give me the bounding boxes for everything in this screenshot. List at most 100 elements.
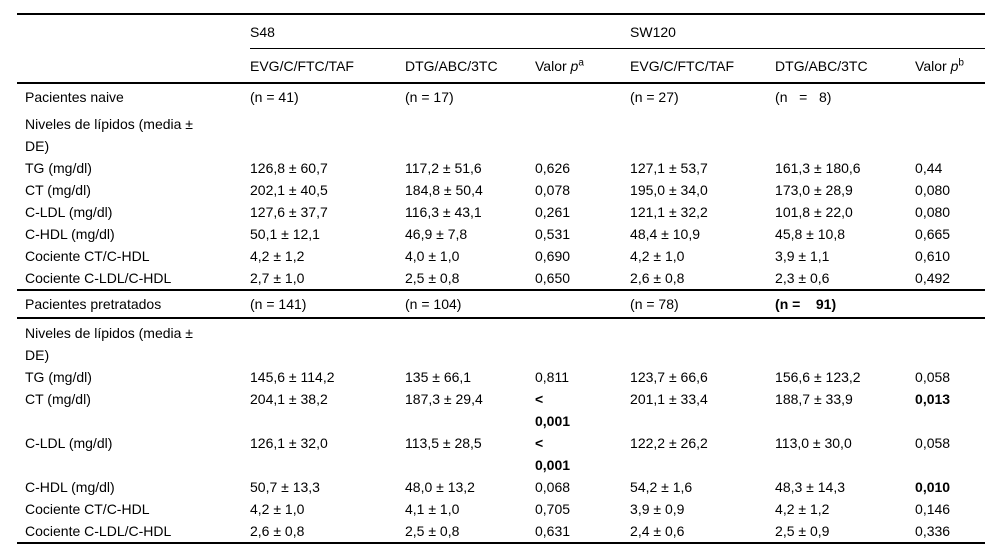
data-cell: 156,6 ± 123,2 bbox=[775, 369, 861, 385]
data-cell: 46,9 ± 7,8 bbox=[405, 226, 468, 242]
data-cell: < 0,001 bbox=[535, 391, 571, 429]
data-cell bbox=[535, 83, 630, 110]
section-naive-body: Pacientes naive (n = 41) (n = 17) (n = 27) (… bbox=[17, 83, 985, 290]
data-cell: 48,4 ± 10,9 bbox=[630, 226, 700, 242]
table-row: C-HDL (mg/dl) 50,7 ± 13,3 48,0 ± 13,2 0,068… bbox=[17, 476, 985, 498]
data-cell: 2,6 ± 0,8 bbox=[250, 523, 305, 539]
col-header-dtg-sw120: DTG/ABC/3TC bbox=[775, 48, 916, 84]
data-cell: 2,7 ± 1,0 bbox=[250, 270, 305, 286]
data-cell: 3,9 ± 0,9 bbox=[630, 501, 685, 517]
data-cell: 50,7 ± 13,3 bbox=[250, 479, 320, 495]
row-label: Cociente C-LDL/C-HDL bbox=[25, 270, 172, 286]
data-cell: 187,3 ± 29,4 bbox=[405, 391, 483, 407]
data-cell: 0,261 bbox=[535, 204, 571, 220]
table-row: Niveles de lípidos (media ± DE) bbox=[17, 110, 985, 157]
data-cell: 2,4 ± 0,6 bbox=[630, 523, 685, 539]
data-cell: 0,690 bbox=[535, 248, 571, 264]
table-row: CT (mg/dl) 204,1 ± 38,2 187,3 ± 29,4 < 0,00… bbox=[17, 388, 985, 432]
table-row: TG (mg/dl) 126,8 ± 60,7 117,2 ± 51,6 0,626 1… bbox=[17, 157, 985, 179]
data-cell: 116,3 ± 43,1 bbox=[405, 204, 482, 220]
footnote-marker-b: b bbox=[958, 56, 964, 68]
section-pretratados-body: Pacientes pretratados (n = 141) (n = 104) (… bbox=[17, 289, 986, 543]
data-cell: 161,3 ± 180,6 bbox=[775, 160, 861, 176]
data-cell: 127,6 ± 37,7 bbox=[250, 204, 328, 220]
data-cell: 4,2 ± 1,0 bbox=[630, 248, 685, 264]
group-header-s48: S48 bbox=[250, 14, 631, 49]
footnote-marker-a: a bbox=[578, 56, 584, 68]
p-symbol: p bbox=[950, 57, 959, 74]
data-cell bbox=[630, 110, 775, 157]
group-header-row: S48 SW120 bbox=[17, 14, 986, 49]
data-cell: 201,1 ± 33,4 bbox=[630, 391, 708, 407]
table-row: C-LDL (mg/dl) 126,1 ± 32,0 113,5 ± 28,5 < 0… bbox=[17, 432, 985, 476]
data-cell: 173,0 ± 28,9 bbox=[775, 182, 853, 198]
table-row: CT (mg/dl) 202,1 ± 40,5 184,8 ± 50,4 0,078 1… bbox=[17, 179, 985, 201]
data-cell: 0,705 bbox=[535, 501, 571, 517]
data-cell: 0,631 bbox=[535, 523, 571, 539]
row-label: TG (mg/dl) bbox=[25, 369, 92, 385]
col-header-evg-s48: EVG/C/FTC/TAF bbox=[250, 48, 405, 84]
row-label: Pacientes naive bbox=[25, 89, 124, 105]
data-cell: 123,7 ± 66,6 bbox=[630, 369, 708, 385]
group-header-sw120: SW120 bbox=[630, 14, 986, 49]
data-cell: 4,2 ± 1,2 bbox=[775, 501, 830, 517]
col-header-valor-p-b: Valor pb bbox=[915, 48, 986, 84]
data-cell: (n = 78) bbox=[630, 289, 776, 319]
lipid-levels-table: S48 SW120 EVG/C/FTC/TAF DTG/ABC/3TC Valo… bbox=[17, 13, 986, 544]
data-cell: 126,8 ± 60,7 bbox=[250, 160, 328, 176]
data-cell bbox=[915, 83, 985, 110]
data-cell: 113,5 ± 28,5 bbox=[405, 435, 482, 451]
row-label: C-HDL (mg/dl) bbox=[25, 479, 115, 495]
valor-label: Valor bbox=[535, 57, 567, 74]
data-cell: 0,44 bbox=[915, 160, 943, 176]
data-cell: (n = 41) bbox=[250, 89, 299, 105]
valor-label: Valor bbox=[915, 57, 947, 74]
table-row: Pacientes naive (n = 41) (n = 17) (n = 27) (… bbox=[17, 83, 985, 110]
column-header-row: EVG/C/FTC/TAF DTG/ABC/3TC Valor p a EVG/C… bbox=[17, 48, 986, 84]
data-cell bbox=[775, 110, 915, 157]
data-cell: 101,8 ± 22,0 bbox=[775, 204, 853, 220]
data-cell bbox=[915, 110, 985, 157]
data-cell: 184,8 ± 50,4 bbox=[405, 182, 483, 198]
col-header-dtg-s48: DTG/ABC/3TC bbox=[405, 48, 535, 84]
data-cell: (n = 8) bbox=[775, 89, 832, 105]
table-row: Cociente CT/C-HDL 4,2 ± 1,2 4,0 ± 1,0 0,690… bbox=[17, 245, 985, 267]
data-cell: 0,080 bbox=[915, 204, 951, 220]
row-label: TG (mg/dl) bbox=[25, 160, 92, 176]
data-cell: 48,0 ± 13,2 bbox=[405, 479, 475, 495]
row-label: Cociente C-LDL/C-HDL bbox=[25, 523, 172, 539]
table-row: Cociente C-LDL/C-HDL 2,7 ± 1,0 2,5 ± 0,8 0,… bbox=[17, 267, 985, 290]
row-label: Pacientes pretratados bbox=[17, 289, 250, 319]
table-row: C-HDL (mg/dl) 50,1 ± 12,1 46,9 ± 7,8 0,531 4… bbox=[17, 223, 985, 245]
row-label: Niveles de lípidos (media ± DE) bbox=[25, 116, 193, 154]
data-cell: (n = 141) bbox=[250, 289, 405, 319]
row-label: C-LDL (mg/dl) bbox=[25, 204, 113, 220]
data-cell bbox=[405, 110, 535, 157]
data-cell: 117,2 ± 51,6 bbox=[405, 160, 482, 176]
data-cell: 0,650 bbox=[535, 270, 571, 286]
data-cell: 202,1 ± 40,5 bbox=[250, 182, 328, 198]
data-cell bbox=[535, 110, 630, 157]
data-cell bbox=[250, 110, 405, 157]
data-cell: 2,3 ± 0,6 bbox=[775, 270, 830, 286]
data-cell bbox=[630, 318, 775, 366]
data-cell: (n = 17) bbox=[405, 89, 454, 105]
data-cell: (n = 104) bbox=[405, 289, 535, 319]
data-cell: 48,3 ± 14,3 bbox=[775, 479, 845, 495]
data-cell: 54,2 ± 1,6 bbox=[630, 479, 693, 495]
data-cell bbox=[915, 289, 986, 319]
data-cell: 126,1 ± 32,0 bbox=[250, 435, 328, 451]
data-cell bbox=[405, 318, 535, 366]
data-cell: 0,058 bbox=[915, 435, 951, 451]
table-row: Cociente CT/C-HDL 4,2 ± 1,0 4,1 ± 1,0 0,705… bbox=[17, 498, 985, 520]
data-cell: 0,013 bbox=[915, 391, 951, 407]
row-label: C-HDL (mg/dl) bbox=[25, 226, 115, 242]
data-cell bbox=[915, 318, 985, 366]
empty-corner-cell bbox=[17, 14, 250, 49]
data-cell: 195,0 ± 34,0 bbox=[630, 182, 708, 198]
data-cell: 122,2 ± 26,2 bbox=[630, 435, 708, 451]
col-header-evg-sw120: EVG/C/FTC/TAF bbox=[630, 48, 776, 84]
table-header: S48 SW120 EVG/C/FTC/TAF DTG/ABC/3TC Valo… bbox=[17, 14, 986, 84]
table-row: Niveles de lípidos (media ± DE) bbox=[17, 318, 985, 366]
